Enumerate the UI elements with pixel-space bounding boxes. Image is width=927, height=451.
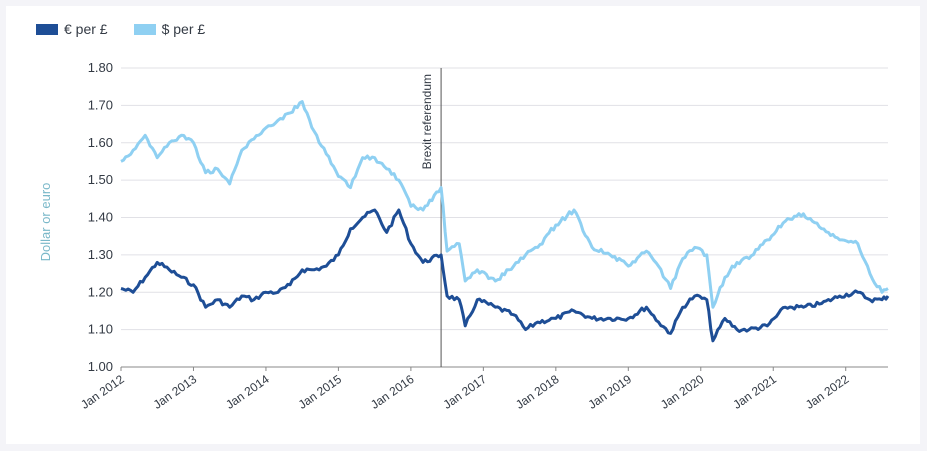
chart-card: € per £ $ per £ 1.00 1.10 1.20 1.30 1.40 1.50…: [6, 6, 920, 444]
y-axis-label: Dollar or euro: [38, 183, 53, 262]
line-chart: 1.00 1.10 1.20 1.30 1.40 1.50 1.60 1.70 1.80 Jan…: [38, 60, 890, 412]
legend-swatch-euro: [36, 23, 58, 35]
legend-item-dollar: $ per £: [133, 21, 206, 37]
y-tick-label: 1.00: [88, 359, 113, 374]
x-tick-label: Jan 2013: [151, 372, 200, 412]
series-line-euro: [120, 208, 890, 343]
x-tick-label: Jan 2016: [368, 372, 417, 412]
legend: € per £ $ per £: [36, 21, 205, 37]
legend-label-euro: € per £: [64, 21, 108, 37]
x-tick-label: Jan 2020: [658, 372, 707, 412]
series-line-dollar: [120, 100, 889, 309]
x-tick-label: Jan 2014: [223, 372, 272, 412]
brexit-referendum-label: Brexit referendum: [420, 74, 434, 169]
legend-swatch-dollar: [133, 23, 156, 35]
x-axis-ticks: Jan 2012 Jan 2013 Jan 2014 Jan 2015 Jan 2016…: [78, 367, 852, 412]
x-tick-label: Jan 2018: [513, 372, 562, 412]
grid-lines: [121, 67, 888, 368]
x-tick-label: Jan 2012: [78, 372, 127, 412]
y-tick-label: 1.60: [88, 135, 113, 150]
y-tick-label: 1.50: [88, 172, 113, 187]
y-axis-ticks: 1.00 1.10 1.20 1.30 1.40 1.50 1.60 1.70 1.80: [88, 60, 113, 374]
x-tick-label: Jan 2021: [730, 372, 779, 412]
legend-item-euro: € per £: [36, 21, 108, 37]
y-tick-label: 1.20: [88, 284, 113, 299]
y-tick-label: 1.40: [88, 210, 113, 225]
x-tick-label: Jan 2017: [441, 372, 490, 412]
y-tick-label: 1.10: [88, 322, 113, 337]
y-tick-label: 1.70: [88, 97, 113, 112]
x-tick-label: Jan 2022: [803, 372, 852, 412]
x-tick-label: Jan 2015: [296, 372, 345, 412]
x-tick-label: Jan 2019: [586, 372, 635, 412]
series-group: [120, 100, 890, 343]
legend-label-dollar: $ per £: [161, 21, 206, 37]
y-tick-label: 1.30: [88, 247, 113, 262]
y-tick-label: 1.80: [88, 60, 113, 75]
